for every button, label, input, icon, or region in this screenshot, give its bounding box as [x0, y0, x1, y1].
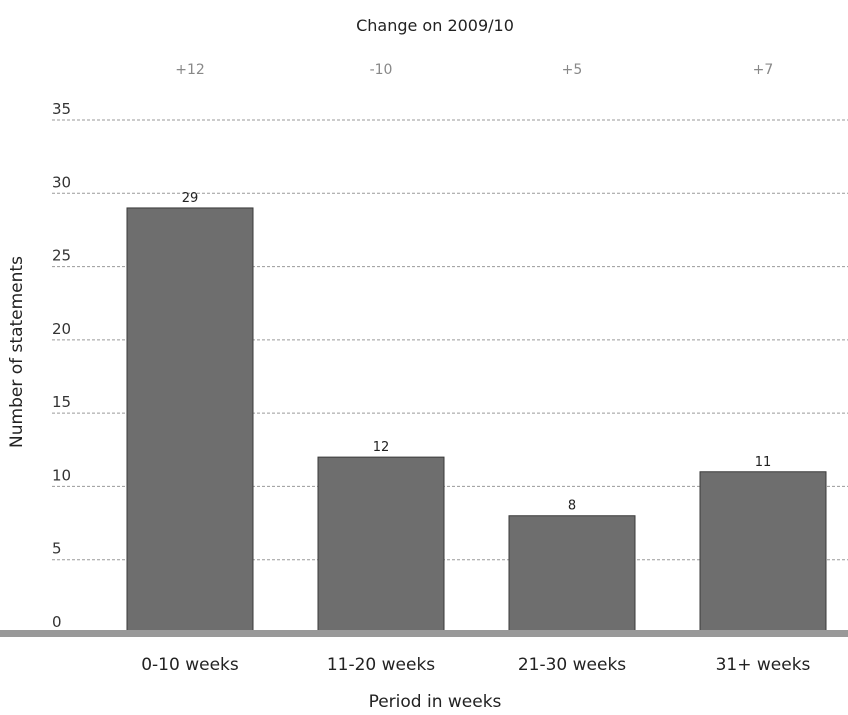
bar — [508, 515, 636, 634]
x-axis-title: Period in weeks — [369, 692, 502, 712]
y-axis-title: Number of statements — [7, 256, 27, 448]
data-label: 12 — [373, 440, 390, 455]
bar — [317, 456, 445, 634]
change-label: +5 — [562, 62, 583, 78]
y-tick-label: 0 — [52, 613, 62, 631]
x-tick-label: 11-20 weeks — [327, 655, 435, 675]
y-tick-label: 10 — [52, 466, 71, 484]
y-tick-label: 25 — [52, 247, 71, 265]
data-labels: 29 12 8 11 — [182, 191, 772, 514]
y-tick-label: 15 — [52, 393, 71, 411]
y-tick-label: 20 — [52, 320, 71, 338]
data-label: 8 — [568, 499, 576, 514]
y-axis-ticks: 0 5 10 15 20 25 30 35 — [52, 100, 71, 631]
data-label: 11 — [755, 455, 772, 470]
change-label: +7 — [753, 62, 774, 78]
bars — [126, 207, 827, 634]
chart-title: Change on 2009/10 — [356, 16, 514, 35]
bar — [126, 207, 254, 634]
data-label: 29 — [182, 191, 199, 206]
bar — [699, 471, 827, 634]
x-tick-label: 21-30 weeks — [518, 655, 626, 675]
change-label: -10 — [370, 62, 393, 78]
x-axis-baseline — [0, 630, 848, 637]
change-labels: +12 -10 +5 +7 — [175, 62, 773, 78]
y-tick-label: 5 — [52, 540, 62, 558]
y-tick-label: 30 — [52, 173, 71, 191]
change-label: +12 — [175, 62, 205, 78]
y-tick-label: 35 — [52, 100, 71, 118]
x-tick-label: 31+ weeks — [716, 655, 811, 675]
x-axis-labels: 0-10 weeks 11-20 weeks 21-30 weeks 31+ week… — [141, 655, 810, 675]
x-tick-label: 0-10 weeks — [141, 655, 239, 675]
